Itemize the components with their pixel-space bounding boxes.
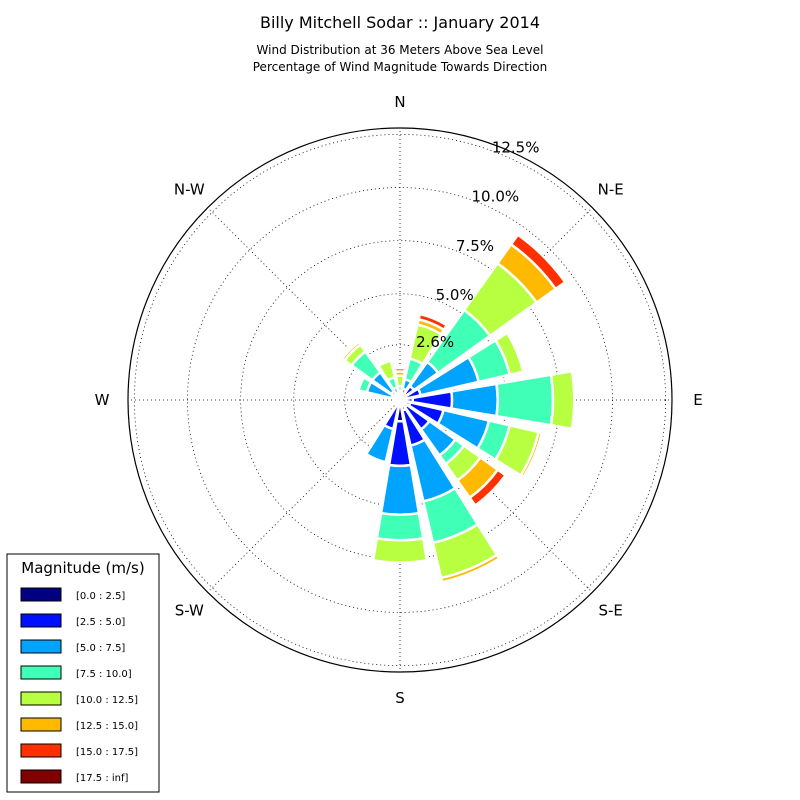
bar-dir67.5-bin5 <box>505 330 527 374</box>
grid-spoke-135 <box>399 399 593 593</box>
radial-tick-labels: 2.6% 5.0% 7.5% 10.0% 12.5% <box>416 139 539 351</box>
bar-dir157.5-bin5 <box>439 553 501 584</box>
direction-labels: N N-E E S-E S S-W W N-W <box>95 93 703 707</box>
bar-dir112.5-bin5 <box>519 430 544 479</box>
legend-swatch-7 <box>20 769 62 784</box>
bar-dir337.5-bin5 <box>375 357 393 368</box>
legend-label-0: [0.0 : 2.5] <box>76 591 125 602</box>
bar-dir180-bin3 <box>375 511 425 542</box>
legend-swatch-2 <box>20 639 62 654</box>
direction-label-n-e: N-E <box>598 180 624 198</box>
legend: Magnitude (m/s) [0.0 : 2.5] [2.5 : 5.0] [5… <box>6 553 160 793</box>
bar-dir180-bin4 <box>371 536 429 564</box>
wind-bars <box>338 233 576 584</box>
bar-dir135-bin6 <box>467 467 508 508</box>
chart-subtitle-line-1: Wind Distribution at 36 Meters Above Sea… <box>257 43 544 57</box>
direction-label-e: E <box>693 391 702 409</box>
bar-dir90-bin4 <box>549 369 576 431</box>
grid-spoke-225 <box>207 399 401 593</box>
chart-subtitle-line-2: Percentage of Wind Magnitude Towards Dir… <box>253 60 547 74</box>
legend-swatch-1 <box>20 613 62 628</box>
bar-dir90-bin2 <box>449 382 499 418</box>
bar-dir45-bin6 <box>509 233 567 291</box>
chart-title: Billy Mitchell Sodar :: January 2014 <box>260 13 540 32</box>
bar-dir90-bin3 <box>494 373 555 427</box>
legend-title: Magnitude (m/s) <box>21 559 144 577</box>
rtick-label-4: 12.5% <box>492 139 540 157</box>
rtick-label-1: 5.0% <box>436 286 474 304</box>
legend-label-1: [2.5 : 5.0] <box>76 617 125 628</box>
grid-spoke-315 <box>207 207 401 401</box>
direction-label-n: N <box>394 93 405 111</box>
bar-dir22.5-bin6 <box>417 312 449 332</box>
legend-items: [0.0 : 2.5] [2.5 : 5.0] [5.0 : 7.5] [7.5 : … <box>20 587 138 784</box>
direction-label-s: S <box>395 689 405 707</box>
direction-label-n-w: N-W <box>174 180 205 198</box>
rtick-label-3: 10.0% <box>471 188 519 206</box>
legend-swatch-0 <box>20 587 62 602</box>
bar-dir0-bin6 <box>393 366 407 374</box>
legend-swatch-3 <box>20 665 62 680</box>
legend-swatch-5 <box>20 717 62 732</box>
legend-label-6: [15.0 : 17.5] <box>76 747 138 758</box>
rtick-label-2: 7.5% <box>456 237 494 255</box>
bar-dir180-bin2 <box>379 463 421 516</box>
bar-dir202.5-bin2 <box>364 423 395 464</box>
legend-swatch-6 <box>20 743 62 758</box>
direction-label-w: W <box>95 391 110 409</box>
rtick-label-0: 2.6% <box>416 333 454 351</box>
legend-swatch-4 <box>20 691 62 706</box>
legend-label-4: [10.0 : 12.5] <box>76 695 138 706</box>
direction-label-s-w: S-W <box>175 602 204 620</box>
legend-label-5: [12.5 : 15.0] <box>76 721 138 732</box>
legend-label-3: [7.5 : 10.0] <box>76 669 132 680</box>
legend-label-2: [5.0 : 7.5] <box>76 643 125 654</box>
legend-label-7: [17.5 : inf] <box>76 773 129 784</box>
direction-label-s-e: S-E <box>599 602 623 620</box>
bar-dir315-bin6 <box>338 338 361 361</box>
outer-boundary <box>127 127 673 673</box>
grid-circle-4 <box>133 133 667 667</box>
bar-dir292.5-bin3 <box>357 375 373 394</box>
